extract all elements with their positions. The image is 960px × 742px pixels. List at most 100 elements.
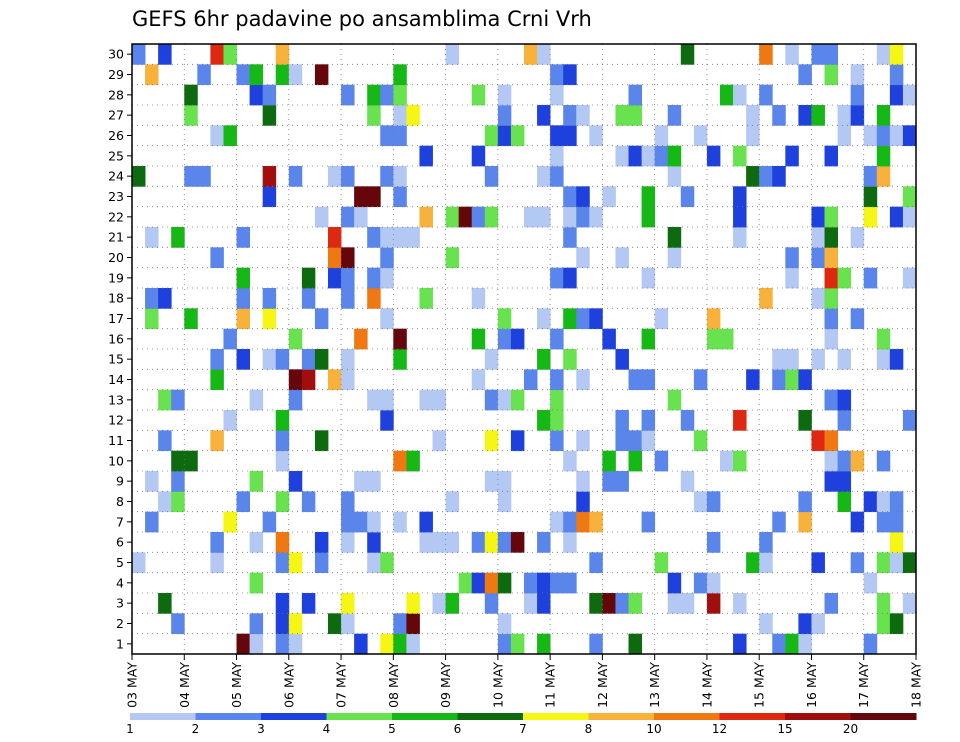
heatmap-cell bbox=[406, 613, 420, 635]
heatmap-cell bbox=[811, 227, 825, 248]
heatmap-cell bbox=[236, 491, 250, 513]
heatmap-cell bbox=[850, 227, 865, 248]
heatmap-cell bbox=[863, 166, 878, 187]
heatmap-cell bbox=[824, 145, 838, 167]
heatmap-cell bbox=[563, 532, 577, 553]
heatmap-cell bbox=[301, 491, 316, 513]
heatmap-cell bbox=[759, 166, 773, 187]
y-tick-label: 20 bbox=[108, 250, 124, 265]
heatmap-cell bbox=[733, 186, 747, 208]
heatmap-cell bbox=[524, 572, 538, 594]
heatmap-cell bbox=[537, 349, 551, 370]
heatmap-cell bbox=[746, 166, 760, 187]
heatmap-cell bbox=[746, 125, 760, 147]
heatmap-cell bbox=[537, 532, 551, 553]
heatmap-cell bbox=[706, 308, 721, 330]
heatmap-cell bbox=[367, 552, 381, 574]
heatmap-cell bbox=[576, 511, 590, 533]
colorbar: 1 2 3 4 5 6 7 8 10 12 15 20 bbox=[126, 713, 917, 736]
x-tick-label: 18 MAY bbox=[909, 662, 924, 708]
y-tick-label: 13 bbox=[108, 392, 124, 407]
heatmap-cell bbox=[863, 267, 878, 289]
heatmap-cell bbox=[706, 593, 721, 614]
heatmap-cell bbox=[236, 227, 250, 248]
heatmap-cell bbox=[706, 532, 721, 553]
heatmap-cell bbox=[341, 532, 355, 553]
heatmap-cell bbox=[393, 125, 407, 147]
y-tick-label: 23 bbox=[108, 189, 124, 204]
heatmap-cell bbox=[393, 105, 407, 126]
heatmap-cell bbox=[393, 227, 407, 248]
heatmap-cell bbox=[733, 593, 747, 614]
heatmap-cell bbox=[236, 633, 250, 655]
heatmap-cell bbox=[824, 64, 838, 86]
y-tick-label: 15 bbox=[108, 352, 124, 367]
heatmap-cell bbox=[328, 267, 342, 289]
heatmap-cell bbox=[733, 206, 747, 228]
heatmap-cell bbox=[785, 145, 799, 167]
heatmap-cell bbox=[654, 145, 669, 167]
heatmap-cell bbox=[458, 206, 473, 228]
heatmap-cell bbox=[811, 206, 825, 228]
heatmap-cell bbox=[197, 166, 211, 187]
y-tick-label: 28 bbox=[108, 87, 124, 102]
heatmap-cell bbox=[863, 206, 878, 228]
heatmap-cell bbox=[733, 450, 747, 472]
heatmap-cell bbox=[484, 349, 499, 370]
heatmap-cell bbox=[524, 593, 538, 614]
heatmap-cell bbox=[615, 593, 629, 614]
colorbar-swatch bbox=[130, 713, 196, 720]
x-tick-label: 16 MAY bbox=[804, 662, 819, 708]
heatmap-cell bbox=[419, 288, 433, 309]
heatmap-cell bbox=[406, 105, 420, 126]
heatmap-cell bbox=[249, 572, 264, 594]
heatmap-cell bbox=[210, 552, 224, 574]
colorbar-label: 4 bbox=[323, 722, 331, 736]
heatmap-cell bbox=[889, 613, 904, 635]
heatmap-cell bbox=[641, 430, 656, 452]
heatmap-cell bbox=[328, 613, 342, 635]
heatmap-cell bbox=[550, 84, 564, 106]
heatmap-cell bbox=[380, 227, 394, 248]
heatmap-cell bbox=[811, 613, 825, 635]
heatmap-cell bbox=[145, 511, 159, 533]
heatmap-cell bbox=[733, 227, 747, 248]
colorbar-swatch bbox=[195, 713, 262, 720]
heatmap-cell bbox=[576, 369, 590, 391]
heatmap-cell bbox=[223, 410, 237, 431]
heatmap-cell bbox=[667, 247, 682, 269]
y-axis: 1234567891011121314151617181920212223242… bbox=[108, 47, 132, 651]
heatmap-cell bbox=[367, 267, 381, 289]
heatmap-cell bbox=[602, 593, 616, 614]
heatmap-cell bbox=[889, 552, 904, 574]
heatmap-cell bbox=[889, 44, 904, 65]
heatmap-cell bbox=[484, 593, 499, 614]
heatmap-cell bbox=[314, 430, 329, 452]
heatmap-cell bbox=[824, 389, 838, 411]
heatmap-cell bbox=[785, 44, 799, 65]
heatmap-cell bbox=[484, 206, 499, 228]
colorbar-label: 1 bbox=[126, 722, 134, 736]
heatmap-cell bbox=[275, 552, 290, 574]
colorbar-swatch bbox=[523, 713, 589, 720]
heatmap-cell bbox=[680, 593, 695, 614]
heatmap-cell bbox=[785, 633, 799, 655]
heatmap-cell bbox=[876, 613, 891, 635]
heatmap-cell bbox=[471, 145, 486, 167]
heatmap-cell bbox=[510, 532, 525, 553]
heatmap-cell bbox=[850, 84, 865, 106]
heatmap-cell bbox=[824, 430, 838, 452]
heatmap-cell bbox=[262, 84, 277, 106]
y-tick-label: 4 bbox=[116, 575, 124, 590]
heatmap-cell bbox=[798, 613, 812, 635]
heatmap-cell bbox=[445, 44, 460, 65]
heatmap-cell bbox=[589, 593, 603, 614]
x-tick-label: 15 MAY bbox=[752, 662, 767, 708]
colorbar-label: 8 bbox=[585, 722, 593, 736]
colorbar-label: 5 bbox=[388, 722, 396, 736]
heatmap-cell bbox=[314, 206, 329, 228]
heatmap-cell bbox=[393, 613, 407, 635]
heatmap-cell bbox=[275, 430, 290, 452]
heatmap-cell bbox=[314, 349, 329, 370]
